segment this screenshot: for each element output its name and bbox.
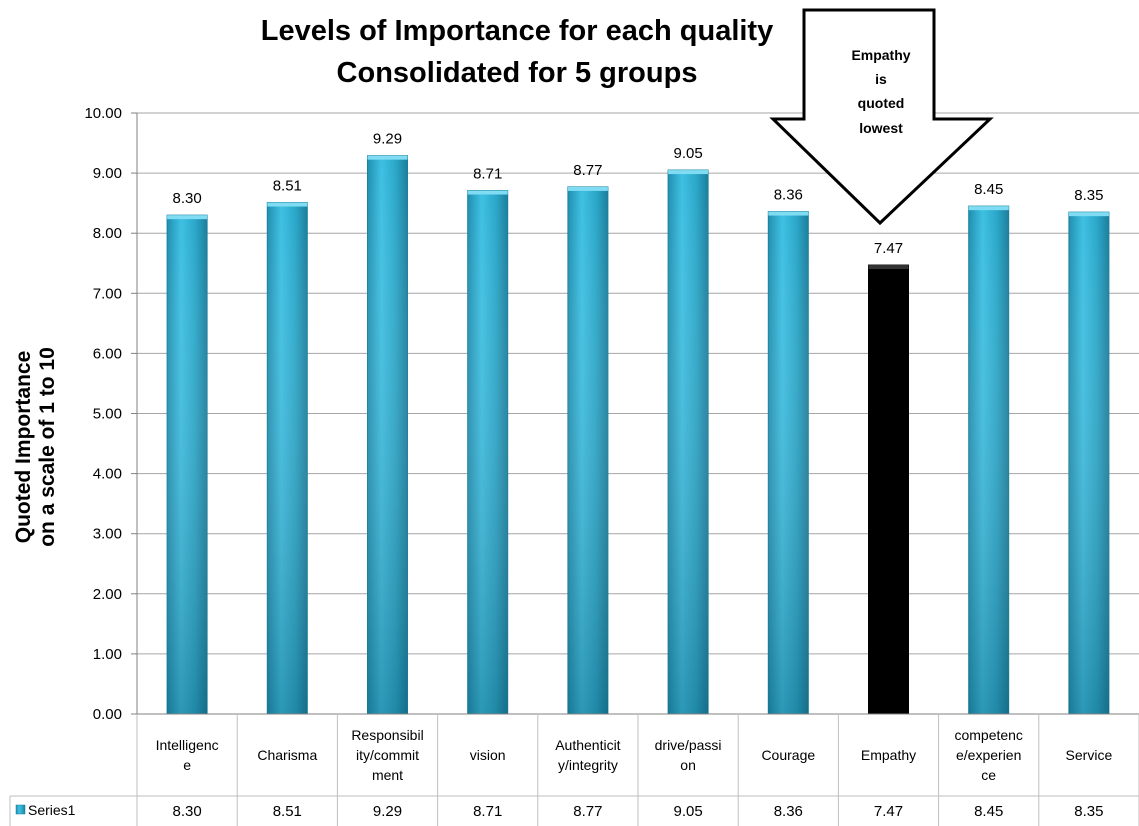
y-tick-label: 8.00 <box>93 225 122 242</box>
bar-group: 9.05 <box>667 145 709 715</box>
bar <box>868 264 909 715</box>
bar-group: 8.77 <box>567 162 609 715</box>
table-value: 8.51 <box>273 803 302 820</box>
category-label: Responsibil <box>351 727 423 743</box>
y-tick-label: 9.00 <box>93 165 122 182</box>
chart-title: Levels of Importance for each quality <box>261 15 773 47</box>
legend-series-name: Series1 <box>28 802 76 818</box>
bar-group: 8.51 <box>266 178 308 715</box>
bar-shade <box>968 206 1009 714</box>
category-label: ment <box>372 767 403 783</box>
bar-shade <box>267 202 308 714</box>
table-value: 8.36 <box>774 803 803 820</box>
category-label: Courage <box>761 747 815 763</box>
bar-shade <box>167 215 208 715</box>
data-label: 8.35 <box>1074 187 1103 204</box>
category-label: Intelligenc <box>156 737 219 753</box>
y-axis-label-line1: Quoted Importance <box>12 351 35 544</box>
data-label: 9.05 <box>673 145 702 162</box>
category-label: ce <box>981 767 996 783</box>
data-label: 8.51 <box>273 178 302 195</box>
bar-cap <box>668 170 709 175</box>
category-label: Charisma <box>257 747 317 763</box>
bar-cap <box>367 155 408 160</box>
category-label: ity/commit <box>356 747 419 763</box>
bar-group: 8.30 <box>166 190 208 715</box>
data-label: 8.45 <box>974 181 1003 198</box>
bar-cap <box>968 206 1009 211</box>
bar-shade <box>1068 212 1109 715</box>
y-tick-label: 6.00 <box>93 345 122 362</box>
annotation-text: Empathy <box>851 47 910 63</box>
bar-cap <box>1068 212 1109 217</box>
y-tick-label: 3.00 <box>93 526 122 543</box>
category-label: drive/passi <box>655 737 722 753</box>
category-label: Service <box>1066 747 1113 763</box>
bar-cap <box>267 202 308 207</box>
data-label: 9.29 <box>373 131 402 148</box>
table-value: 8.71 <box>473 803 502 820</box>
annotation-text: quoted <box>858 95 905 111</box>
y-tick-label: 5.00 <box>93 406 122 423</box>
table-value: 9.29 <box>373 803 402 820</box>
bar-group: 8.71 <box>467 166 509 715</box>
annotation-text: is <box>875 71 887 87</box>
bar-group: 8.45 <box>968 181 1010 715</box>
category-label: e <box>183 757 191 773</box>
bar-shade <box>668 170 709 715</box>
bar-cap <box>467 190 508 195</box>
category-label: Empathy <box>861 747 916 763</box>
category-label: competenc <box>954 727 1022 743</box>
bar-shade <box>467 190 508 715</box>
y-axis-label-line2: on a scale of 1 to 10 <box>36 347 59 547</box>
annotation-text: lowest <box>859 120 903 136</box>
y-tick-label: 0.00 <box>93 706 122 723</box>
data-label: 8.30 <box>172 190 201 207</box>
bar-cap <box>868 265 909 270</box>
y-tick-label: 10.00 <box>84 105 122 122</box>
bar-group: 7.47 <box>868 240 909 715</box>
y-tick-label: 1.00 <box>93 646 122 663</box>
data-label: 7.47 <box>874 240 903 257</box>
bar-shade <box>768 211 809 714</box>
category-label: y/integrity <box>558 757 618 773</box>
table-value: 8.45 <box>974 803 1003 820</box>
category-label: vision <box>470 747 506 763</box>
table-value: 7.47 <box>874 803 903 820</box>
table-value: 8.35 <box>1074 803 1103 820</box>
bar-cap <box>167 215 208 220</box>
category-label: on <box>680 757 696 773</box>
category-label: e/experien <box>956 747 1021 763</box>
annotation-arrow <box>769 8 994 226</box>
bar-shade <box>567 186 608 715</box>
data-label: 8.71 <box>473 166 502 183</box>
y-tick-label: 7.00 <box>93 285 122 302</box>
chart-subtitle: Consolidated for 5 groups <box>337 57 698 89</box>
bar-cap <box>768 211 809 216</box>
legend-swatch <box>15 804 26 815</box>
y-tick-label: 4.00 <box>93 466 122 483</box>
bar-cap <box>567 186 608 191</box>
table-value: 8.77 <box>573 803 602 820</box>
bar-group: 9.29 <box>367 131 408 715</box>
y-tick-label: 2.00 <box>93 586 122 603</box>
data-label: 8.77 <box>573 162 602 179</box>
bar-group: 8.36 <box>767 187 809 715</box>
data-label: 8.36 <box>774 187 803 204</box>
category-label: Authenticit <box>555 737 620 753</box>
table-value: 9.05 <box>673 803 702 820</box>
table-value: 8.30 <box>172 803 201 820</box>
bar-group: 8.35 <box>1068 187 1110 715</box>
bar-shade <box>367 155 408 714</box>
